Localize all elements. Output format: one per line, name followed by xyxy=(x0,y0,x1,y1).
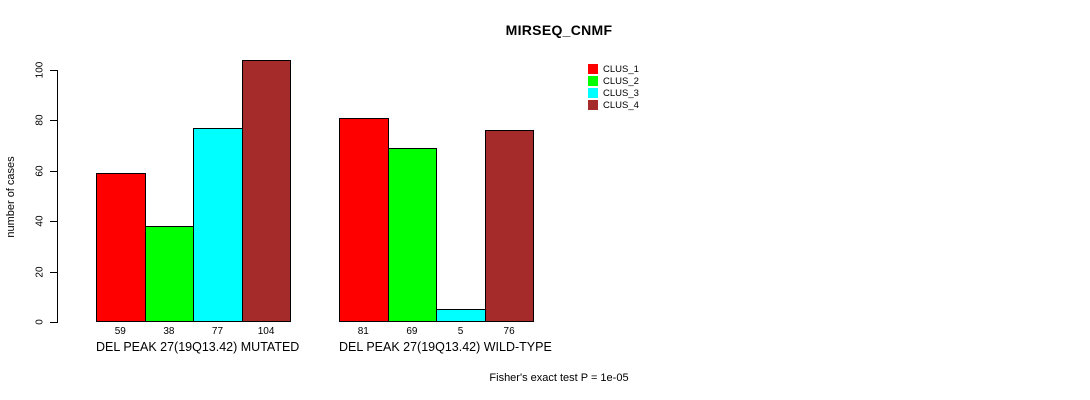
y-tick-mark xyxy=(50,221,57,223)
bar-clus_4 xyxy=(241,59,292,322)
legend-item: CLUS_4 xyxy=(588,99,639,111)
legend-label: CLUS_1 xyxy=(603,63,639,75)
legend-swatch-icon xyxy=(588,88,598,98)
y-tick-mark xyxy=(50,70,57,71)
legend-label: CLUS_4 xyxy=(603,99,639,111)
y-tick-label: 20 xyxy=(34,266,46,278)
group-label-wildtype: DEL PEAK 27(19Q13.42) WILD-TYPE xyxy=(339,340,552,354)
legend-label: CLUS_2 xyxy=(603,75,639,87)
bar-value-label: 69 xyxy=(406,326,418,337)
y-tick-label: 0 xyxy=(34,319,46,325)
bar-value-label: 104 xyxy=(257,326,275,337)
legend: CLUS_1 CLUS_2 CLUS_3 CLUS_4 xyxy=(588,63,639,111)
chart-title: MIRSEQ_CNMF xyxy=(505,22,613,38)
y-tick-label: 80 xyxy=(34,114,46,126)
bar-value-label: 77 xyxy=(211,326,224,337)
bar-clus_4 xyxy=(484,130,535,322)
y-tick-label: 40 xyxy=(34,215,46,227)
bar-clus_2 xyxy=(387,148,438,322)
y-tick-mark xyxy=(50,170,57,172)
legend-item: CLUS_1 xyxy=(588,63,639,75)
bar-value-label: 81 xyxy=(357,326,369,337)
bar-value-label: 59 xyxy=(114,326,126,337)
bar-clus_3 xyxy=(193,127,243,322)
legend-item: CLUS_2 xyxy=(588,75,639,87)
bar-clus_2 xyxy=(144,226,195,322)
bar-clus_1 xyxy=(96,173,146,322)
y-tick-label: 100 xyxy=(34,61,46,79)
y-tick-mark xyxy=(50,271,57,273)
group-label-mutated: DEL PEAK 27(19Q13.42) MUTATED xyxy=(96,340,300,354)
legend-swatch-icon xyxy=(588,76,598,86)
bar-value-label: 38 xyxy=(163,326,175,337)
legend-item: CLUS_3 xyxy=(588,87,639,99)
y-tick-mark xyxy=(50,120,57,122)
bar-value-label: 5 xyxy=(457,326,464,337)
y-axis-title: number of cases xyxy=(5,156,17,238)
bar-value-label: 76 xyxy=(503,326,515,337)
y-tick-mark xyxy=(50,322,57,323)
fisher-test-annotation: Fisher's exact test P = 1e-05 xyxy=(489,372,629,384)
y-axis-line xyxy=(57,70,58,323)
bar-clus_3 xyxy=(436,309,486,322)
legend-label: CLUS_3 xyxy=(603,87,639,99)
bar-clus_1 xyxy=(339,117,389,322)
legend-swatch-icon xyxy=(588,100,598,110)
legend-swatch-icon xyxy=(588,64,598,74)
y-tick-label: 60 xyxy=(34,165,46,177)
